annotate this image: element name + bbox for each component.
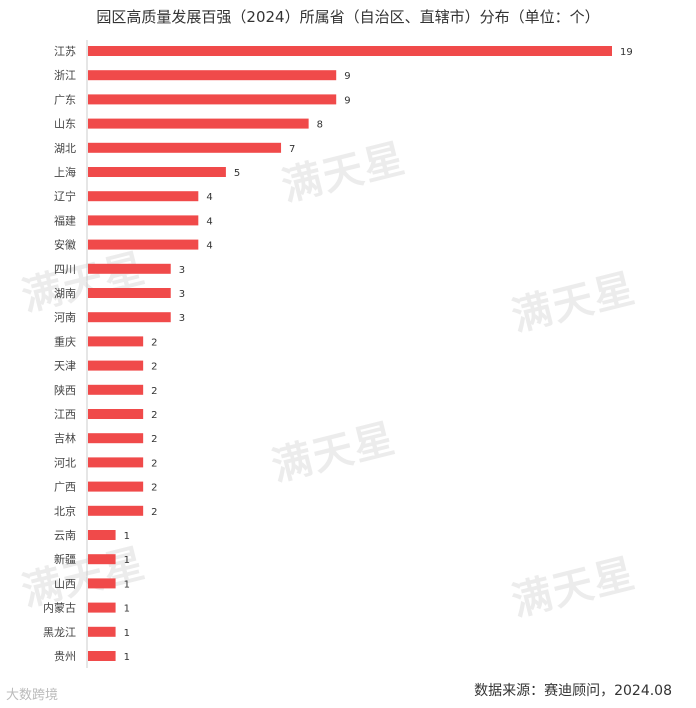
category-label: 上海 <box>54 165 76 179</box>
data-label: 2 <box>151 483 157 494</box>
category-label: 北京 <box>54 504 76 518</box>
bar <box>88 312 171 323</box>
logo: 大数跨境 <box>6 688 59 703</box>
data-label: 9 <box>344 71 350 82</box>
category-label: 湖北 <box>54 142 76 155</box>
bar <box>88 46 612 56</box>
bar <box>88 118 309 129</box>
bar <box>88 433 144 444</box>
bar <box>88 215 199 226</box>
bar <box>88 530 116 540</box>
data-label: 5 <box>234 168 240 179</box>
data-label: 9 <box>344 95 350 106</box>
category-label: 河南 <box>54 311 76 324</box>
category-label: 广东 <box>54 93 76 106</box>
bar <box>88 263 171 274</box>
category-label: 江西 <box>54 408 76 421</box>
data-label: 1 <box>124 579 130 590</box>
data-label: 3 <box>179 313 185 324</box>
category-label: 江苏 <box>54 45 76 58</box>
data-label: 19 <box>620 47 633 58</box>
data-label: 4 <box>206 216 212 227</box>
data-label: 4 <box>206 241 212 252</box>
category-label: 福建 <box>54 213 76 227</box>
data-label: 2 <box>151 362 157 373</box>
data-label: 1 <box>124 531 130 542</box>
category-label: 新疆 <box>54 552 76 566</box>
bar <box>88 457 144 468</box>
category-label: 吉林 <box>54 431 76 445</box>
data-label: 2 <box>151 410 157 421</box>
data-source: 数据来源：赛迪顾问，2024.08 <box>474 683 672 699</box>
bar <box>88 481 144 492</box>
bar <box>88 384 144 395</box>
category-label: 广西 <box>54 481 76 494</box>
category-label: 山东 <box>54 118 76 131</box>
category-label: 内蒙古 <box>43 601 76 615</box>
category-label: 黑龙江 <box>43 626 76 639</box>
data-label: 3 <box>179 265 185 276</box>
bar <box>88 651 116 661</box>
data-label: 7 <box>289 144 295 155</box>
chart-title: 园区高质量发展百强（2024）所属省（自治区、直辖市）分布（单位：个） <box>96 8 600 26</box>
bar <box>88 239 199 250</box>
bar <box>88 142 282 153</box>
data-label: 2 <box>151 386 157 397</box>
data-label: 1 <box>124 604 130 615</box>
category-label: 辽宁 <box>54 189 76 203</box>
bar <box>88 578 116 589</box>
data-label: 2 <box>151 337 157 348</box>
bar <box>88 505 144 516</box>
bar <box>88 554 116 565</box>
bar <box>88 288 171 298</box>
category-label: 陕西 <box>54 383 76 397</box>
category-label: 天津 <box>54 360 76 373</box>
data-label: 2 <box>151 507 157 518</box>
bar <box>88 409 144 419</box>
bar <box>88 70 337 81</box>
bar <box>88 602 116 613</box>
category-label: 四川 <box>54 263 76 276</box>
category-label: 安徽 <box>54 238 76 252</box>
bar <box>88 94 337 105</box>
bar <box>88 336 144 347</box>
bar <box>88 167 226 177</box>
bar <box>88 626 116 637</box>
data-label: 1 <box>124 628 130 639</box>
category-label: 重庆 <box>54 334 76 348</box>
data-label: 4 <box>206 192 212 203</box>
data-label: 2 <box>151 458 157 469</box>
data-label: 1 <box>124 555 130 566</box>
bar <box>88 360 144 371</box>
data-label: 2 <box>151 434 157 445</box>
category-label: 湖南 <box>54 287 76 300</box>
category-label: 贵州 <box>54 650 76 663</box>
data-label: 8 <box>317 120 323 131</box>
bar <box>88 191 199 202</box>
data-label: 1 <box>124 652 130 663</box>
category-label: 河北 <box>54 456 76 469</box>
category-label: 云南 <box>54 529 76 542</box>
data-label: 3 <box>179 289 185 300</box>
category-label: 浙江 <box>54 69 76 82</box>
category-label: 山西 <box>54 577 76 590</box>
